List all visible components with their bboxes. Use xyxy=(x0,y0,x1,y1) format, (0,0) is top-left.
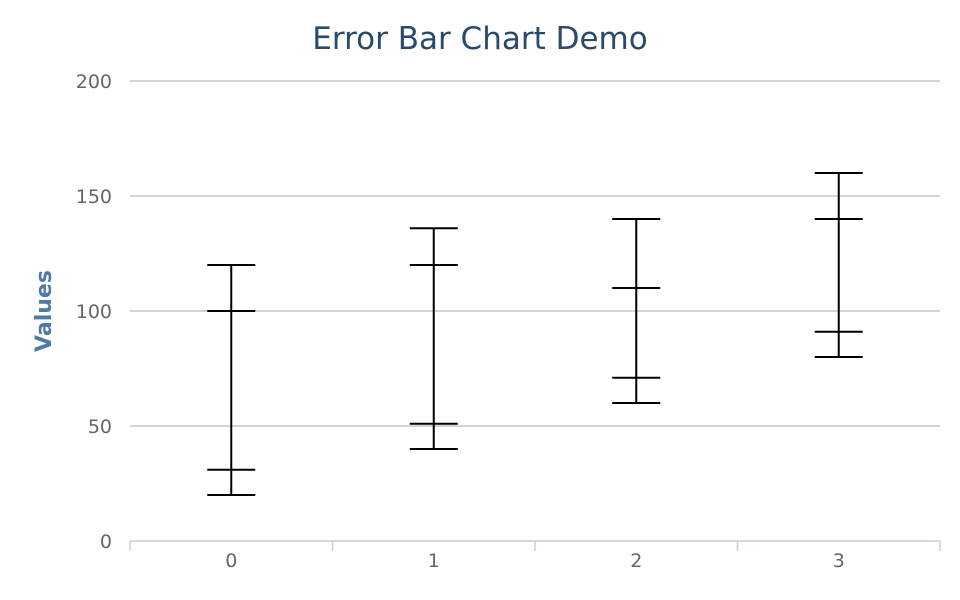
y-tick-labels: 0 50 100 150 200 xyxy=(76,71,112,553)
chart-title: Error Bar Chart Demo xyxy=(312,21,647,57)
y-axis-title: Values xyxy=(32,270,57,352)
x-tick-label: 3 xyxy=(833,550,845,572)
y-tick-label: 200 xyxy=(76,71,112,93)
x-tick-label: 0 xyxy=(225,550,237,572)
gridlines xyxy=(130,80,940,427)
y-tick-label: 0 xyxy=(100,531,112,553)
x-tick-label: 2 xyxy=(630,550,642,572)
x-tick-labels: 0 1 2 3 xyxy=(129,541,941,572)
y-tick-label: 50 xyxy=(88,416,112,438)
x-tick-label: 1 xyxy=(428,550,440,572)
error-bar xyxy=(207,264,256,496)
y-tick-label: 150 xyxy=(76,186,112,208)
error-bar xyxy=(612,218,661,404)
error-bar xyxy=(409,227,458,450)
y-tick-label: 100 xyxy=(76,301,112,323)
error-bars xyxy=(207,172,863,496)
error-bar xyxy=(814,172,863,358)
